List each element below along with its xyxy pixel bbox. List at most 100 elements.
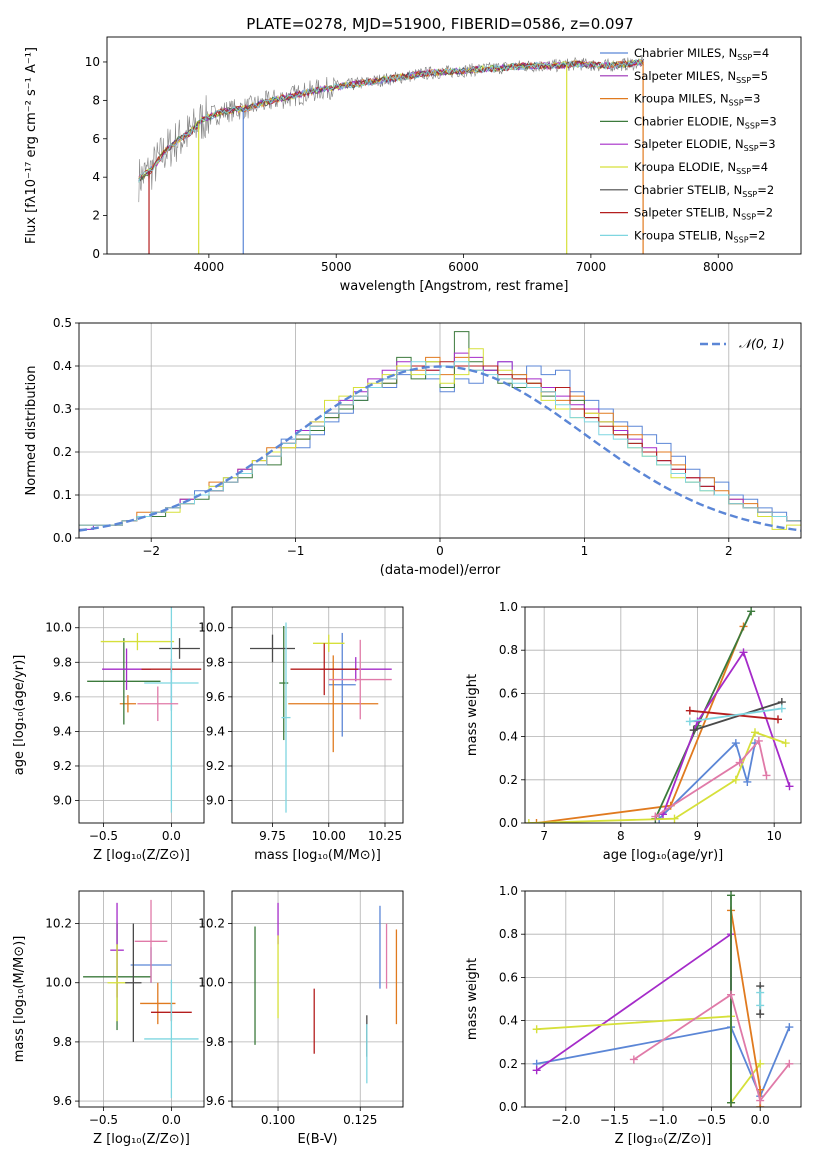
x-tick-label: 0.0 [162, 829, 181, 843]
x-tick-label: 8000 [703, 260, 734, 274]
y-tick-label: 6 [92, 132, 100, 146]
y-tick-label: 1.0 [499, 884, 518, 898]
y-tick-label: 10.2 [198, 917, 225, 931]
weight-marker [532, 819, 541, 823]
y-tick-label: 0.2 [499, 1057, 518, 1071]
legend-entry: Salpeter STELIB, NSSP=2 [634, 206, 773, 222]
x-tick-label: 10.00 [312, 829, 346, 843]
y-tick-label: 8 [92, 93, 100, 107]
y-tick-label: 10 [85, 55, 100, 69]
weight-series-line [536, 1026, 791, 1099]
mass-vs-Z-grid [79, 891, 204, 1107]
y-tick-label: 9.0 [53, 794, 72, 808]
x-tick-label: 10 [767, 829, 782, 843]
weight-vs-age-panel: 7 8 9 10 0.0 0.2 0.4 0.6 0.8 1.0 age [log₁₀(age/yr… [465, 600, 802, 863]
y-tick-label: 0.1 [53, 488, 72, 502]
weight-marker [629, 1055, 638, 1064]
y-tick-label: 9.6 [206, 1094, 225, 1108]
y-tick-label: 9.8 [53, 655, 72, 669]
x-axis-label: Z [log₁₀(Z/Z⊙)] [615, 1132, 712, 1147]
residuals-panel: −2 −1 0 1 2 0.0 0.1 0.2 0.3 0.4 0.5 (data-model)/er… [24, 316, 802, 578]
y-tick-label: 9.0 [206, 794, 225, 808]
y-axis-label: mass weight [465, 674, 480, 756]
y-tick-label: 9.4 [53, 724, 72, 738]
age-vs-Z-panel: −0.5 0.0 9.0 9.2 9.4 9.6 9.8 10.0 Z [log₁₀(Z/Z⊙)… [12, 606, 205, 863]
x-tick-label: −1.5 [600, 1113, 629, 1127]
y-axis-label: mass [log₁₀(M/M⊙)] [12, 936, 27, 1063]
y-tick-label: 0.5 [53, 316, 72, 330]
weight-marker [774, 715, 782, 724]
weight-marker [727, 891, 736, 900]
weight-marker [785, 1059, 794, 1068]
y-tick-label: 0.0 [53, 531, 72, 545]
spectrum-frame [106, 36, 802, 255]
weight-marker [670, 814, 679, 823]
y-axis-label: Normed distribution [24, 366, 39, 496]
weight-vs-Z-panel: −2.0 −1.5 −1.0 −0.5 0.0 0.0 0.2 0.4 0.6 0.8 1.0 Z [… [465, 884, 802, 1147]
y-tick-label: 9.6 [53, 1094, 72, 1108]
x-tick-label: −1 [287, 544, 305, 558]
legend-entry: Chabrier MILES, NSSP=4 [634, 46, 769, 62]
weight-marker [747, 607, 756, 616]
weight-marker [756, 1001, 765, 1010]
weight-marker [731, 775, 740, 784]
weight-marker [754, 736, 763, 745]
weight-marker [651, 812, 660, 821]
y-tick-label: 9.2 [53, 759, 72, 773]
model-spectrum [138, 60, 644, 179]
weight-marker [685, 717, 694, 726]
y-tick-label: 10.0 [198, 621, 225, 635]
weight-marker [756, 1059, 765, 1068]
x-axis-label: mass [log₁₀(M/M⊙)] [254, 848, 381, 863]
age-vs-Z-plot-area [87, 607, 202, 813]
y-tick-label: 10.2 [45, 917, 72, 931]
legend-entry: Salpeter MILES, NSSP=5 [634, 69, 768, 85]
x-tick-label: 0.0 [162, 1113, 181, 1127]
model-spectrum [138, 59, 644, 183]
legend-entry: Kroupa MILES, NSSP=3 [634, 92, 760, 108]
y-tick-label: 0.6 [499, 970, 518, 984]
residuals-plot-area [79, 331, 801, 532]
residuals-frame [78, 322, 802, 539]
y-tick-label: 0.8 [499, 643, 518, 657]
y-tick-label: 0.4 [499, 1014, 518, 1028]
y-tick-label: 1.0 [499, 600, 518, 614]
x-tick-label: 5000 [321, 260, 352, 274]
weight-marker [525, 819, 533, 823]
mass-vs-Z-frame [78, 890, 205, 1108]
legend-entry: Kroupa STELIB, NSSP=2 [634, 228, 765, 244]
y-tick-label: 0.0 [499, 1100, 518, 1114]
y-tick-label: 9.8 [206, 655, 225, 669]
y-tick-label: 9.6 [206, 690, 225, 704]
x-tick-label: 0.100 [261, 1113, 295, 1127]
weight-series-line [658, 741, 756, 820]
weight-marker [756, 1010, 765, 1019]
x-axis-label: age [log₁₀(age/yr)] [603, 848, 724, 863]
weight-vs-Z-frame [524, 890, 802, 1108]
y-tick-label: 9.2 [206, 759, 225, 773]
weight-marker [781, 739, 790, 748]
x-axis-label: (data-model)/error [380, 563, 501, 578]
mass-vs-ebv-panel: 0.100 0.125 9.6 9.8 10.0 10.2 E(B-V) [198, 890, 404, 1147]
weight-marker [756, 1096, 765, 1105]
mass-vs-Z-plot-area [83, 899, 199, 1099]
age-vs-Z-frame [78, 606, 205, 824]
x-tick-label: 8 [617, 829, 625, 843]
age-vs-mass-grid [232, 607, 403, 823]
weight-marker [532, 1025, 541, 1034]
x-tick-label: −0.5 [89, 1113, 118, 1127]
x-tick-label: 7000 [576, 260, 607, 274]
weight-vs-Z-plot-area [532, 891, 794, 1107]
x-axis-label: E(B-V) [297, 1132, 337, 1147]
mass-vs-Z-panel: −0.5 0.0 9.6 9.8 10.0 10.2 Z [log₁₀(Z/Z⊙)] mass… [12, 890, 205, 1147]
normal-curve [79, 365, 801, 532]
x-tick-label: 10.25 [368, 829, 402, 843]
y-tick-label: 9.8 [53, 1035, 72, 1049]
y-tick-label: 0.3 [53, 402, 72, 416]
mass-vs-ebv-grid [232, 891, 403, 1107]
y-tick-label: 0.2 [499, 773, 518, 787]
weight-marker [735, 758, 744, 767]
mass-vs-ebv-frame [231, 890, 404, 1108]
y-tick-label: 9.4 [206, 724, 225, 738]
y-tick-label: 9.6 [53, 690, 72, 704]
